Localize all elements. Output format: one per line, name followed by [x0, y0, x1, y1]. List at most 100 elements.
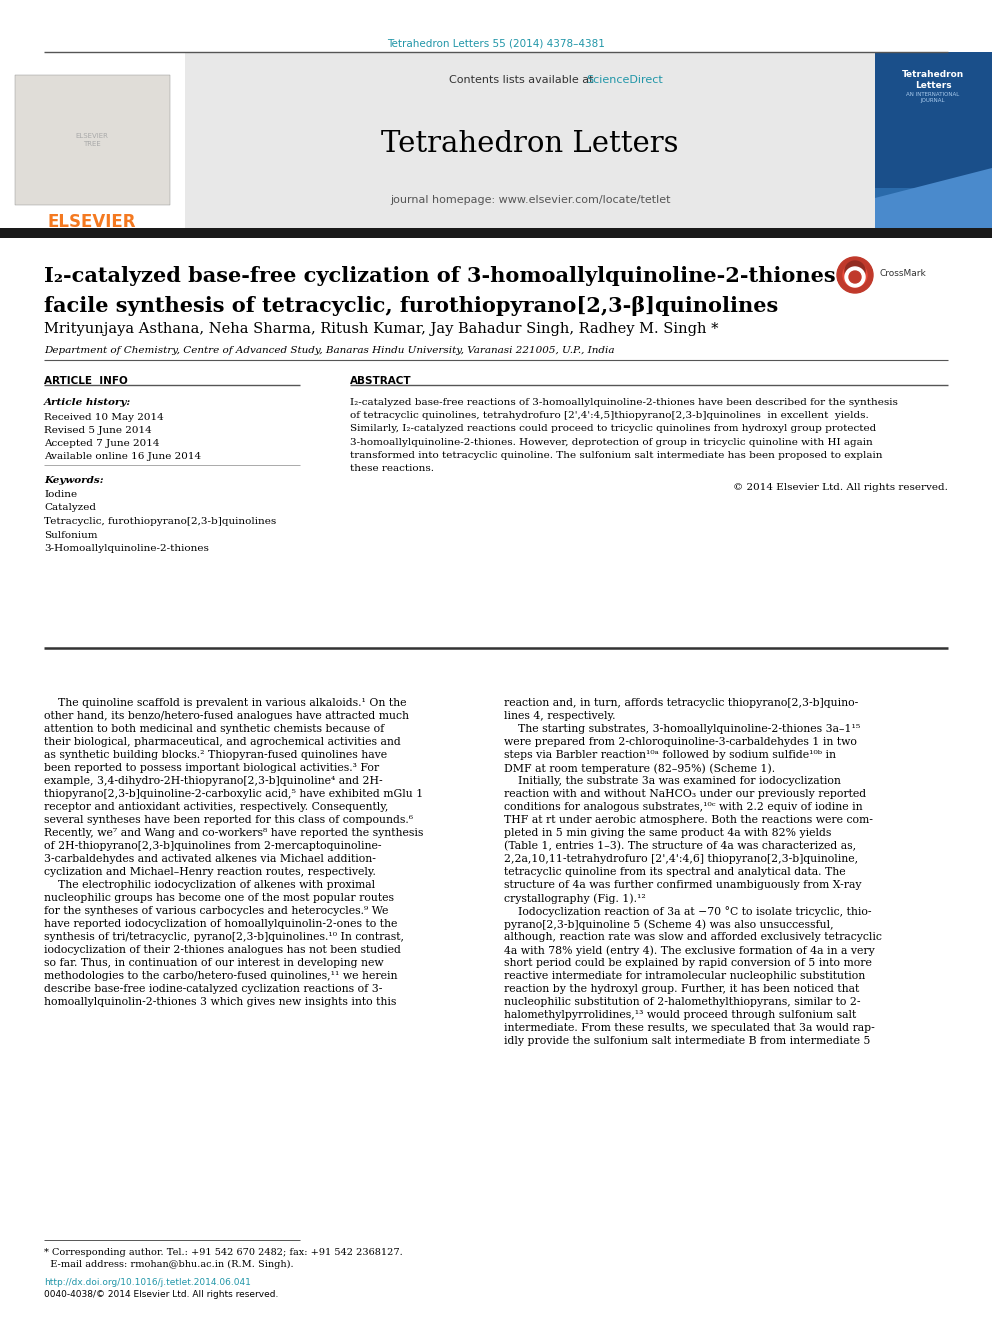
- Text: have reported iodocyclization of homoallylquinolin-2-ones to the: have reported iodocyclization of homoall…: [44, 919, 398, 929]
- Circle shape: [849, 271, 861, 283]
- Text: tetracyclic quinoline from its spectral and analytical data. The: tetracyclic quinoline from its spectral …: [504, 867, 845, 877]
- Text: crystallography (Fig. 1).¹²: crystallography (Fig. 1).¹²: [504, 893, 646, 904]
- Text: Article history:: Article history:: [44, 398, 131, 407]
- Bar: [15, 75, 170, 205]
- Text: of tetracyclic quinolines, tetrahydrofuro [2',4':4,5]thiopyrano[2,3-b]quinolines: of tetracyclic quinolines, tetrahydrofur…: [350, 411, 869, 421]
- Text: 4a with 78% yield (entry 4). The exclusive formation of 4a in a very: 4a with 78% yield (entry 4). The exclusi…: [504, 945, 875, 955]
- Text: AN INTERNATIONAL
JOURNAL: AN INTERNATIONAL JOURNAL: [907, 93, 959, 103]
- Text: idly provide the sulfonium salt intermediate B from intermediate 5: idly provide the sulfonium salt intermed…: [504, 1036, 870, 1046]
- Text: facile synthesis of tetracyclic, furothiopyrano[2,3-β]quinolines: facile synthesis of tetracyclic, furothi…: [44, 296, 779, 316]
- Text: ABSTRACT: ABSTRACT: [350, 376, 412, 386]
- Text: Similarly, I₂-catalyzed reactions could proceed to tricyclic quinolines from hyd: Similarly, I₂-catalyzed reactions could …: [350, 425, 876, 434]
- Text: describe base-free iodine-catalyzed cyclization reactions of 3-: describe base-free iodine-catalyzed cycl…: [44, 984, 382, 994]
- Text: Iodine: Iodine: [44, 490, 77, 499]
- Text: Tetrahedron Letters 55 (2014) 4378–4381: Tetrahedron Letters 55 (2014) 4378–4381: [387, 38, 605, 48]
- Bar: [10, 67, 175, 208]
- Text: The quinoline scaffold is prevalent in various alkaloids.¹ On the: The quinoline scaffold is prevalent in v…: [44, 699, 407, 708]
- Text: other hand, its benzo/hetero-fused analogues have attracted much: other hand, its benzo/hetero-fused analo…: [44, 710, 409, 721]
- Text: steps via Barbler reaction¹⁰ᵃ followed by sodium sulfide¹⁰ᵇ in: steps via Barbler reaction¹⁰ᵃ followed b…: [504, 750, 836, 759]
- Bar: [0, 228, 992, 238]
- Bar: [0, 52, 185, 228]
- Text: lines 4, respectively.: lines 4, respectively.: [504, 710, 615, 721]
- Text: so far. Thus, in continuation of our interest in developing new: so far. Thus, in continuation of our int…: [44, 958, 384, 968]
- Text: were prepared from 2-chloroquinoline-3-carbaldehydes 1 in two: were prepared from 2-chloroquinoline-3-c…: [504, 737, 857, 747]
- Text: 2,2a,10,11-tetrahydrofuro [2',4':4,6] thiopyrano[2,3-b]quinoline,: 2,2a,10,11-tetrahydrofuro [2',4':4,6] th…: [504, 855, 858, 864]
- Text: reaction and, in turn, affords tetracyclic thiopyrano[2,3-b]quino-: reaction and, in turn, affords tetracycl…: [504, 699, 858, 708]
- Text: Catalyzed: Catalyzed: [44, 504, 96, 512]
- Text: ELSEVIER
TREE: ELSEVIER TREE: [75, 134, 108, 147]
- Text: 3-carbaldehydes and activated alkenes via Michael addition-: 3-carbaldehydes and activated alkenes vi…: [44, 855, 376, 864]
- Text: of 2H-thiopyrano[2,3-b]quinolines from 2-mercaptoquinoline-: of 2H-thiopyrano[2,3-b]quinolines from 2…: [44, 841, 382, 851]
- Text: The starting substrates, 3-homoallylquinoline-2-thiones 3a–1¹⁵: The starting substrates, 3-homoallylquin…: [504, 724, 860, 734]
- Text: journal homepage: www.elsevier.com/locate/tetlet: journal homepage: www.elsevier.com/locat…: [390, 194, 671, 205]
- Text: reactive intermediate for intramolecular nucleophilic substitution: reactive intermediate for intramolecular…: [504, 971, 865, 980]
- Text: although, reaction rate was slow and afforded exclusively tetracyclic: although, reaction rate was slow and aff…: [504, 931, 882, 942]
- Text: structure of 4a was further confirmed unambiguously from X-ray: structure of 4a was further confirmed un…: [504, 880, 861, 890]
- Text: several syntheses have been reported for this class of compounds.⁶: several syntheses have been reported for…: [44, 815, 413, 826]
- Text: I₂-catalyzed base-free cyclization of 3-homoallylquinoline-2-thiones:: I₂-catalyzed base-free cyclization of 3-…: [44, 266, 843, 286]
- Text: © 2014 Elsevier Ltd. All rights reserved.: © 2014 Elsevier Ltd. All rights reserved…: [733, 483, 948, 492]
- Text: attention to both medicinal and synthetic chemists because of: attention to both medicinal and syntheti…: [44, 724, 384, 734]
- Text: Initially, the substrate 3a was examined for iodocyclization: Initially, the substrate 3a was examined…: [504, 777, 841, 786]
- Text: intermediate. From these results, we speculated that 3a would rap-: intermediate. From these results, we spe…: [504, 1023, 875, 1033]
- Text: nucleophilic groups has become one of the most popular routes: nucleophilic groups has become one of th…: [44, 893, 394, 904]
- Text: synthesis of tri/tetracyclic, pyrano[2,3-b]quinolines.¹⁰ In contrast,: synthesis of tri/tetracyclic, pyrano[2,3…: [44, 931, 404, 942]
- Text: thiopyrano[2,3-b]quinoline-2-carboxylic acid,⁵ have exhibited mGlu 1: thiopyrano[2,3-b]quinoline-2-carboxylic …: [44, 789, 424, 799]
- Bar: [875, 188, 992, 228]
- Bar: [185, 52, 875, 228]
- Circle shape: [845, 267, 865, 287]
- Text: http://dx.doi.org/10.1016/j.tetlet.2014.06.041: http://dx.doi.org/10.1016/j.tetlet.2014.…: [44, 1278, 251, 1287]
- Text: as synthetic building blocks.² Thiopyran-fused quinolines have: as synthetic building blocks.² Thiopyran…: [44, 750, 387, 759]
- Text: their biological, pharmaceutical, and agrochemical activities and: their biological, pharmaceutical, and ag…: [44, 737, 401, 747]
- Text: Department of Chemistry, Centre of Advanced Study, Banaras Hindu University, Var: Department of Chemistry, Centre of Advan…: [44, 347, 614, 355]
- Text: Accepted 7 June 2014: Accepted 7 June 2014: [44, 439, 160, 448]
- Text: Available online 16 June 2014: Available online 16 June 2014: [44, 452, 201, 460]
- Text: ARTICLE  INFO: ARTICLE INFO: [44, 376, 128, 386]
- Text: Mrityunjaya Asthana, Neha Sharma, Ritush Kumar, Jay Bahadur Singh, Radhey M. Sin: Mrityunjaya Asthana, Neha Sharma, Ritush…: [44, 321, 718, 336]
- Text: Tetracyclic, furothiopyrano[2,3-b]quinolines: Tetracyclic, furothiopyrano[2,3-b]quinol…: [44, 517, 276, 527]
- Text: Iodocyclization reaction of 3a at −70 °C to isolate tricyclic, thio-: Iodocyclization reaction of 3a at −70 °C…: [504, 906, 872, 917]
- Text: halomethylpyrrolidines,¹³ would proceed through sulfonium salt: halomethylpyrrolidines,¹³ would proceed …: [504, 1009, 856, 1020]
- Text: 0040-4038/© 2014 Elsevier Ltd. All rights reserved.: 0040-4038/© 2014 Elsevier Ltd. All right…: [44, 1290, 279, 1299]
- Text: iodocyclization of their 2-thiones analogues has not been studied: iodocyclization of their 2-thiones analo…: [44, 945, 401, 955]
- Text: homoallylquinolin-2-thiones 3 which gives new insights into this: homoallylquinolin-2-thiones 3 which give…: [44, 998, 397, 1007]
- Text: nucleophilic substitution of 2-halomethylthiopyrans, similar to 2-: nucleophilic substitution of 2-halomethy…: [504, 998, 860, 1007]
- Text: reaction with and without NaHCO₃ under our previously reported: reaction with and without NaHCO₃ under o…: [504, 789, 866, 799]
- Text: Tetrahedron Letters: Tetrahedron Letters: [381, 130, 679, 157]
- Circle shape: [837, 257, 873, 292]
- Text: been reported to possess important biological activities.³ For: been reported to possess important biolo…: [44, 763, 379, 773]
- Text: ScienceDirect: ScienceDirect: [586, 75, 663, 85]
- Text: Received 10 May 2014: Received 10 May 2014: [44, 413, 164, 422]
- Text: for the syntheses of various carbocycles and heterocycles.⁹ We: for the syntheses of various carbocycles…: [44, 906, 389, 916]
- Text: * Corresponding author. Tel.: +91 542 670 2482; fax: +91 542 2368127.: * Corresponding author. Tel.: +91 542 67…: [44, 1248, 403, 1257]
- Text: short period could be explained by rapid conversion of 5 into more: short period could be explained by rapid…: [504, 958, 872, 968]
- Text: example, 3,4-dihydro-2H-thiopyrano[2,3-b]quinoline⁴ and 2H-: example, 3,4-dihydro-2H-thiopyrano[2,3-b…: [44, 777, 383, 786]
- Text: 3-homoallylquinoline-2-thiones. However, deprotection of group in tricyclic quin: 3-homoallylquinoline-2-thiones. However,…: [350, 438, 873, 447]
- Text: Keywords:: Keywords:: [44, 476, 103, 486]
- Circle shape: [845, 261, 865, 280]
- Text: conditions for analogous substrates,¹⁰ᶜ with 2.2 equiv of iodine in: conditions for analogous substrates,¹⁰ᶜ …: [504, 802, 863, 812]
- Text: reaction by the hydroxyl group. Further, it has been noticed that: reaction by the hydroxyl group. Further,…: [504, 984, 859, 994]
- Text: transformed into tetracyclic quinoline. The sulfonium salt intermediate has been: transformed into tetracyclic quinoline. …: [350, 451, 883, 460]
- Text: Contents lists available at: Contents lists available at: [449, 75, 597, 85]
- Text: methodologies to the carbo/hetero-fused quinolines,¹¹ we herein: methodologies to the carbo/hetero-fused …: [44, 971, 398, 980]
- Text: Tetrahedron
Letters: Tetrahedron Letters: [902, 70, 964, 90]
- Text: receptor and antioxidant activities, respectively. Consequently,: receptor and antioxidant activities, res…: [44, 802, 389, 812]
- Text: Recently, we⁷ and Wang and co-workers⁸ have reported the synthesis: Recently, we⁷ and Wang and co-workers⁸ h…: [44, 828, 424, 837]
- Text: these reactions.: these reactions.: [350, 464, 434, 474]
- Text: DMF at room temperature (82–95%) (Scheme 1).: DMF at room temperature (82–95%) (Scheme…: [504, 763, 775, 774]
- Text: Sulfonium: Sulfonium: [44, 531, 97, 540]
- Text: Revised 5 June 2014: Revised 5 June 2014: [44, 426, 152, 435]
- Bar: [875, 52, 992, 228]
- Circle shape: [843, 263, 867, 287]
- Text: 3-Homoallylquinoline-2-thiones: 3-Homoallylquinoline-2-thiones: [44, 544, 209, 553]
- Polygon shape: [875, 168, 992, 228]
- Text: (Table 1, entries 1–3). The structure of 4a was characterized as,: (Table 1, entries 1–3). The structure of…: [504, 841, 856, 851]
- Text: THF at rt under aerobic atmosphere. Both the reactions were com-: THF at rt under aerobic atmosphere. Both…: [504, 815, 873, 826]
- Text: cyclization and Michael–Henry reaction routes, respectively.: cyclization and Michael–Henry reaction r…: [44, 867, 376, 877]
- Text: ELSEVIER: ELSEVIER: [48, 213, 136, 232]
- Text: I₂-catalyzed base-free reactions of 3-homoallylquinoline-2-thiones have been des: I₂-catalyzed base-free reactions of 3-ho…: [350, 398, 898, 407]
- Text: The electrophilic iodocyclization of alkenes with proximal: The electrophilic iodocyclization of alk…: [44, 880, 375, 890]
- Text: pyrano[2,3-b]quinoline 5 (Scheme 4) was also unsuccessful,: pyrano[2,3-b]quinoline 5 (Scheme 4) was …: [504, 919, 833, 930]
- Text: CrossMark: CrossMark: [879, 269, 926, 278]
